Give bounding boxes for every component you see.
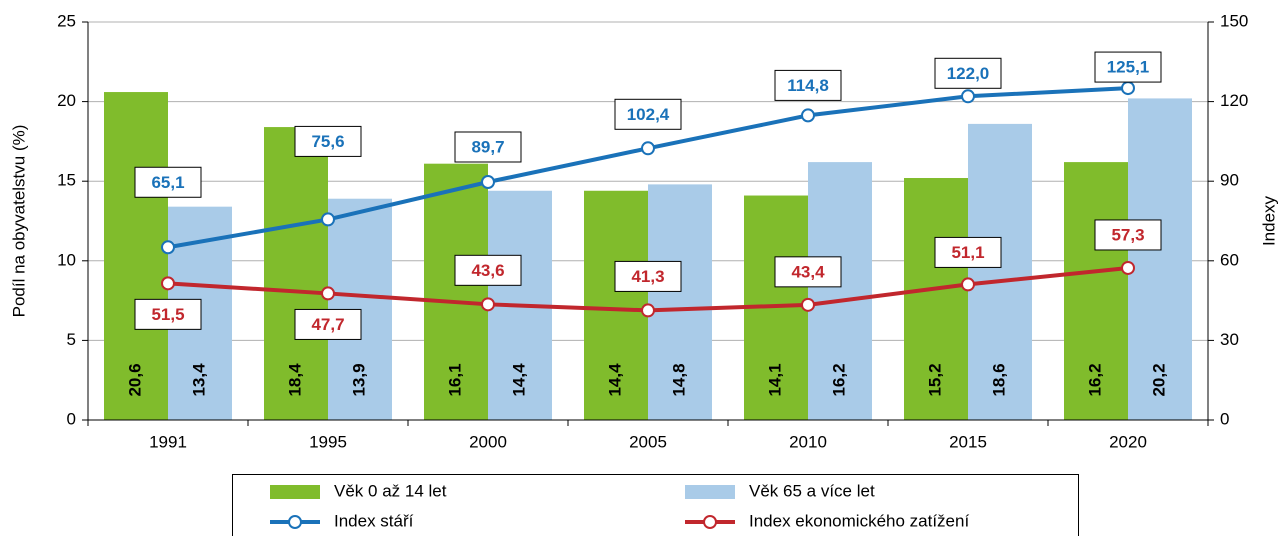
x-tick-label: 2005 xyxy=(629,432,667,451)
y-tick-label: 15 xyxy=(57,171,76,190)
x-tick-label: 2015 xyxy=(949,432,987,451)
value-label-box xyxy=(774,69,842,101)
value-label-box xyxy=(934,236,1002,268)
bar-value-label: 18,4 xyxy=(285,363,304,397)
bar-value-label: 16,2 xyxy=(1085,363,1104,396)
y2-tick-label: 0 xyxy=(1220,409,1229,428)
y2-axis-label: Indexy xyxy=(1259,195,1278,246)
line-value-label: 51,5 xyxy=(151,305,184,324)
line-value-label: 41,3 xyxy=(631,267,664,286)
line-marker xyxy=(961,89,975,104)
x-tick-label: 2010 xyxy=(789,432,827,451)
line-value-label: 47,7 xyxy=(311,315,344,334)
value-label-box xyxy=(294,125,362,157)
legend-label: Věk 0 až 14 let xyxy=(334,481,447,500)
line-marker xyxy=(801,108,815,123)
bar xyxy=(1128,98,1192,420)
y2-tick-label: 30 xyxy=(1220,330,1239,349)
value-label-box xyxy=(614,98,682,130)
y-tick-label: 25 xyxy=(57,11,76,30)
line-value-label: 43,4 xyxy=(791,262,825,281)
value-label-box xyxy=(614,260,682,292)
line-marker xyxy=(961,277,975,292)
legend-label: Index stáří xyxy=(334,511,414,530)
line-marker xyxy=(1121,260,1135,275)
value-label-box xyxy=(134,298,202,330)
bar-value-label: 20,6 xyxy=(125,363,144,396)
line-value-label: 43,6 xyxy=(471,261,504,280)
bar-value-label: 14,1 xyxy=(765,363,784,396)
bar-value-label: 15,2 xyxy=(925,363,944,396)
line-marker xyxy=(801,297,815,312)
bar-value-label: 14,8 xyxy=(669,363,688,396)
y2-tick-label: 60 xyxy=(1220,250,1239,269)
bar-value-label: 16,2 xyxy=(829,363,848,396)
bar-value-label: 14,4 xyxy=(509,363,528,397)
bar xyxy=(1064,162,1128,420)
y-axis-label: Podíl na obyvatelstvu (%) xyxy=(9,125,28,318)
line-value-label: 75,6 xyxy=(311,132,344,151)
bar xyxy=(968,123,1032,420)
bar-value-label: 18,6 xyxy=(989,363,1008,396)
value-label-box xyxy=(774,256,842,288)
legend-label: Index ekonomického zatížení xyxy=(749,511,969,530)
y2-tick-label: 150 xyxy=(1220,11,1248,30)
line-marker xyxy=(641,303,655,318)
x-tick-label: 2020 xyxy=(1109,432,1147,451)
legend-box xyxy=(232,474,1079,536)
value-label-box xyxy=(134,166,202,198)
line-marker xyxy=(481,297,495,312)
value-label-box xyxy=(934,57,1002,89)
bar xyxy=(584,190,648,420)
legend-marker xyxy=(288,515,302,529)
line-value-label: 51,1 xyxy=(951,243,984,262)
line-value-label: 89,7 xyxy=(471,137,504,156)
line-marker xyxy=(321,212,335,227)
line-marker xyxy=(161,240,175,255)
bar-value-label: 20,2 xyxy=(1149,363,1168,396)
bar-value-label: 14,4 xyxy=(605,363,624,397)
line-marker xyxy=(481,174,495,189)
line-marker xyxy=(641,141,655,156)
line-value-label: 125,1 xyxy=(1107,58,1150,77)
legend-marker xyxy=(703,515,717,529)
bar xyxy=(424,163,488,421)
value-label-box xyxy=(1094,219,1162,251)
line-value-label: 122,0 xyxy=(947,64,990,83)
line-marker xyxy=(1121,81,1135,96)
x-tick-label: 2000 xyxy=(469,432,507,451)
y-tick-label: 20 xyxy=(57,91,76,110)
y2-tick-label: 120 xyxy=(1220,91,1248,110)
bar xyxy=(264,127,328,421)
value-label-box xyxy=(294,308,362,340)
bar xyxy=(104,92,168,420)
bar xyxy=(808,162,872,420)
line-marker xyxy=(321,286,335,301)
line-value-label: 57,3 xyxy=(1111,225,1144,244)
value-label-box xyxy=(454,131,522,163)
y2-tick-label: 90 xyxy=(1220,171,1239,190)
x-tick-label: 1995 xyxy=(309,432,347,451)
line-marker xyxy=(161,276,175,291)
legend-label: Věk 65 a více let xyxy=(749,481,875,500)
y-tick-label: 0 xyxy=(67,409,76,428)
y-tick-label: 10 xyxy=(57,250,76,269)
y-tick-label: 5 xyxy=(67,330,76,349)
value-label-box xyxy=(454,254,522,286)
x-tick-label: 1991 xyxy=(149,432,187,451)
bar xyxy=(904,178,968,420)
line-value-label: 114,8 xyxy=(787,76,829,95)
line-value-label: 102,4 xyxy=(627,105,670,124)
value-label-box xyxy=(1094,51,1162,83)
bar-value-label: 13,9 xyxy=(349,363,368,396)
line-value-label: 65,1 xyxy=(151,173,184,192)
bar-value-label: 13,4 xyxy=(189,363,208,397)
legend-swatch xyxy=(685,485,735,499)
legend-swatch xyxy=(270,485,320,499)
bar-value-label: 16,1 xyxy=(445,363,464,396)
bar xyxy=(648,184,712,420)
